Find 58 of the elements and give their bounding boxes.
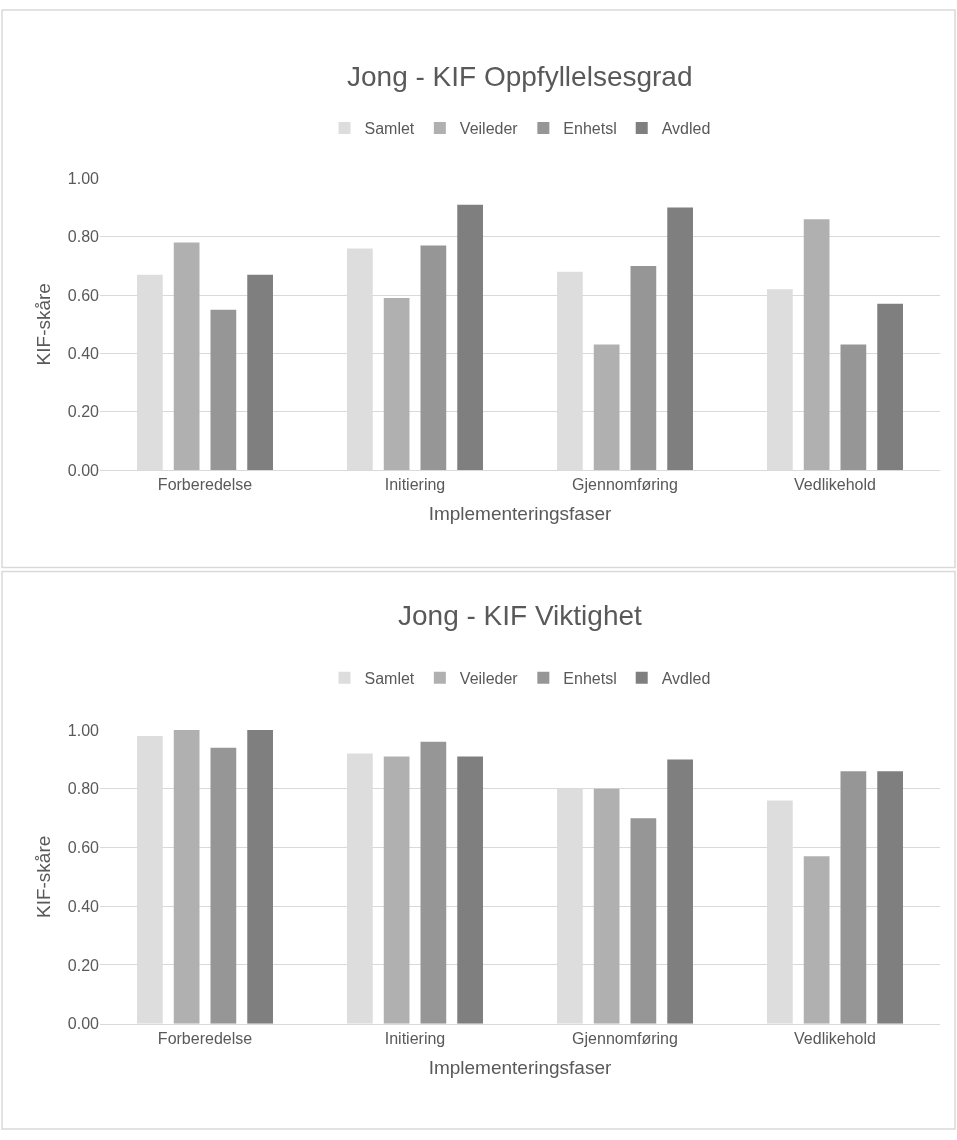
y-tick-label: 0.60 bbox=[67, 286, 100, 304]
y-tick-label: 0.00 bbox=[67, 1015, 100, 1033]
bar bbox=[247, 274, 273, 471]
y-axis-title: KIF-skåre bbox=[32, 283, 54, 366]
bar bbox=[383, 756, 410, 1024]
y-tick-label: 0.80 bbox=[67, 228, 100, 246]
bar bbox=[457, 756, 483, 1024]
legend-label: Avdled bbox=[661, 670, 711, 687]
x-tick-label: Forberedelse bbox=[157, 476, 253, 494]
bar bbox=[420, 245, 447, 471]
y-tick-label: 0.40 bbox=[67, 897, 100, 915]
legend-label: Avdled bbox=[661, 120, 711, 138]
bar bbox=[210, 309, 237, 471]
bar bbox=[630, 265, 657, 471]
bar bbox=[457, 204, 483, 471]
y-tick-label: 0.80 bbox=[67, 780, 100, 798]
legend-label: Veileder bbox=[459, 670, 519, 687]
y-tick-label: 1.00 bbox=[67, 170, 100, 188]
bar bbox=[173, 242, 200, 471]
bar bbox=[420, 741, 447, 1024]
bar bbox=[173, 730, 200, 1024]
bar bbox=[877, 303, 903, 471]
y-tick-label: 1.00 bbox=[67, 721, 100, 739]
bar bbox=[593, 788, 620, 1024]
x-tick-label: Vedlikehold bbox=[794, 476, 876, 494]
y-tick-label: 0.40 bbox=[67, 344, 100, 362]
x-tick-label: Vedlikehold bbox=[794, 1029, 876, 1047]
y-tick-label: 0.00 bbox=[67, 461, 100, 479]
bar bbox=[210, 747, 237, 1024]
legend-label: Samlet bbox=[364, 670, 415, 687]
x-tick-label: Gjennomføring bbox=[572, 1029, 678, 1047]
y-tick-label: 0.20 bbox=[67, 956, 100, 974]
x-tick-label: Forberedelse bbox=[157, 1029, 253, 1047]
legend-label: Enhetsl bbox=[563, 120, 617, 138]
chart-title: Jong - KIF Oppfyllelsesgrad bbox=[347, 61, 693, 92]
x-tick-label: Initiering bbox=[384, 476, 446, 494]
bar bbox=[247, 730, 273, 1024]
y-tick-label: 0.20 bbox=[67, 403, 100, 421]
legend-label: Veileder bbox=[459, 120, 519, 138]
bar bbox=[877, 771, 903, 1024]
bar bbox=[593, 344, 620, 471]
chart-title: Jong - KIF Viktighet bbox=[398, 600, 643, 631]
legend-label: Samlet bbox=[364, 120, 415, 138]
x-axis-title: Implementeringsfaser bbox=[428, 503, 613, 525]
bar bbox=[840, 771, 867, 1024]
legend-label: Enhetsl bbox=[563, 670, 617, 687]
bar bbox=[383, 297, 410, 471]
x-tick-label: Initiering bbox=[384, 1029, 446, 1047]
bar bbox=[840, 344, 867, 471]
bar bbox=[630, 818, 657, 1024]
bar bbox=[803, 856, 830, 1024]
bar bbox=[803, 219, 830, 471]
bar bbox=[667, 207, 693, 471]
y-axis-title: KIF-skåre bbox=[32, 835, 54, 919]
bar bbox=[667, 759, 693, 1024]
x-axis-title: Implementeringsfaser bbox=[428, 1056, 613, 1078]
y-tick-label: 0.60 bbox=[67, 839, 100, 857]
x-tick-label: Gjennomføring bbox=[572, 476, 678, 494]
